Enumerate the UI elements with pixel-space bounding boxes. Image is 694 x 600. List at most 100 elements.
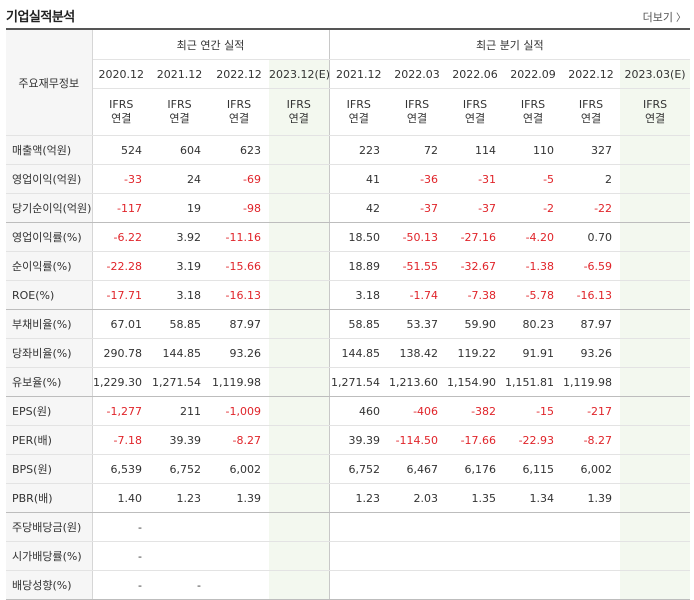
table-cell: -15.66 xyxy=(209,251,269,281)
table-cell: -406 xyxy=(388,396,447,426)
table-cell: -50.13 xyxy=(388,222,447,252)
table-cell: -1.74 xyxy=(388,280,447,310)
table-cell xyxy=(446,512,505,542)
table-cell: 327 xyxy=(562,135,621,165)
table-cell: -5 xyxy=(504,164,563,194)
table-cell xyxy=(620,367,691,397)
ifrs-label: IFRS xyxy=(578,98,604,111)
table-cell: 24 xyxy=(150,164,209,194)
table-cell: 144.85 xyxy=(150,338,209,368)
more-link[interactable]: 더보기 〉 xyxy=(643,9,686,25)
table-cell: -17.66 xyxy=(446,425,505,455)
table-cell: 18.89 xyxy=(329,251,389,281)
table-cell xyxy=(269,512,330,542)
financial-table: 주요재무정보 최근 연간 실적 최근 분기 실적 2020.12 2021.12 2… xyxy=(6,28,691,600)
table-cell xyxy=(150,512,209,542)
table-cell xyxy=(329,570,389,600)
row-label: 배당성향(%) xyxy=(6,570,93,600)
table-cell: -1.38 xyxy=(504,251,563,281)
period-header-estimate: 2023.12(E) xyxy=(269,59,330,89)
accounting-standard-label: IFRS 연결 xyxy=(562,88,621,136)
table-cell: 93.26 xyxy=(562,338,621,368)
period-header: 2021.12 xyxy=(150,59,209,89)
table-cell: 93.26 xyxy=(209,338,269,368)
table-cell: 1.39 xyxy=(209,483,269,513)
table-cell: - xyxy=(92,512,150,542)
table-cell: -7.38 xyxy=(446,280,505,310)
table-cell: 223 xyxy=(329,135,389,165)
table-cell xyxy=(269,135,330,165)
table-cell xyxy=(620,222,691,252)
table-cell: 53.37 xyxy=(388,309,447,339)
table-cell xyxy=(269,280,330,310)
table-row: 주당배당금(원) - xyxy=(6,512,691,542)
table-cell: 67.01 xyxy=(92,309,150,339)
table-cell xyxy=(620,541,691,571)
table-cell: 1.40 xyxy=(92,483,150,513)
table-cell: 1,119.98 xyxy=(562,367,621,397)
table-cell: 6,176 xyxy=(446,454,505,484)
table-cell xyxy=(269,570,330,600)
consolidated-label: 연결 xyxy=(348,112,369,125)
table-cell xyxy=(620,396,691,426)
table-cell: 1,229.30 xyxy=(92,367,150,397)
row-label: PBR(배) xyxy=(6,483,93,513)
table-cell: -16.13 xyxy=(562,280,621,310)
table-cell: -51.55 xyxy=(388,251,447,281)
row-label: 당기순이익(억원) xyxy=(6,193,93,223)
table-cell xyxy=(620,570,691,600)
table-cell xyxy=(620,135,691,165)
ifrs-label: IFRS xyxy=(109,98,134,111)
table-cell xyxy=(150,541,209,571)
quarter-group-header: 최근 분기 실적 xyxy=(329,28,691,60)
table-cell xyxy=(269,367,330,397)
table-cell: 110 xyxy=(504,135,563,165)
consolidated-label: 연결 xyxy=(522,112,544,125)
table-cell: 1,154.90 xyxy=(446,367,505,397)
table-cell xyxy=(562,570,621,600)
table-cell xyxy=(329,512,389,542)
accounting-standard-label: IFRS 연결 xyxy=(150,88,209,136)
table-cell: -16.13 xyxy=(209,280,269,310)
table-row: 배당성향(%) - - xyxy=(6,570,691,600)
table-cell xyxy=(209,512,269,542)
table-cell xyxy=(620,280,691,310)
table-cell: 144.85 xyxy=(329,338,389,368)
period-header: 2022.12 xyxy=(209,59,269,89)
table-cell: 6,539 xyxy=(92,454,150,484)
row-label: ROE(%) xyxy=(6,280,93,310)
table-cell: -27.16 xyxy=(446,222,505,252)
table-cell: 6,002 xyxy=(209,454,269,484)
table-cell: 1.23 xyxy=(150,483,209,513)
row-label: 부채비율(%) xyxy=(6,309,93,339)
table-cell: 80.23 xyxy=(504,309,563,339)
table-cell: 58.85 xyxy=(329,309,389,339)
table-cell xyxy=(269,483,330,513)
table-cell xyxy=(620,425,691,455)
table-cell: -22.28 xyxy=(92,251,150,281)
table-cell: 2.03 xyxy=(388,483,447,513)
ifrs-label: IFRS xyxy=(226,98,252,111)
table-cell: -1,009 xyxy=(209,396,269,426)
table-row: 매출액(억원) 524 604 623 223 72 114 110 327 xyxy=(6,135,691,165)
ifrs-label: IFRS xyxy=(404,98,430,111)
table-row: 부채비율(%) 67.01 58.85 87.97 58.85 53.37 59.90 80.… xyxy=(6,309,691,339)
table-cell: -4.20 xyxy=(504,222,563,252)
table-cell xyxy=(269,222,330,252)
table-row: PBR(배) 1.40 1.23 1.39 1.23 2.03 1.35 1.34 1.39 xyxy=(6,483,691,513)
table-cell: 1.23 xyxy=(329,483,389,513)
label-header: 주요재무정보 xyxy=(6,28,93,136)
table-cell: 1.34 xyxy=(504,483,563,513)
period-header: 2022.06 xyxy=(446,59,505,89)
widget-title: 기업실적분석 xyxy=(6,10,75,25)
table-row: 유보율(%) 1,229.30 1,271.54 1,119.98 1,271.54 1,… xyxy=(6,367,691,397)
table-cell: 1,271.54 xyxy=(150,367,209,397)
table-row: 영업이익(억원) -33 24 -69 41 -36 -31 -5 2 xyxy=(6,164,691,194)
table-cell xyxy=(388,512,447,542)
table-cell: 3.92 xyxy=(150,222,209,252)
table-cell: -31 xyxy=(446,164,505,194)
table-row: BPS(원) 6,539 6,752 6,002 6,752 6,467 6,176 6,11… xyxy=(6,454,691,484)
accounting-standard-label: IFRS 연결 xyxy=(504,88,563,136)
table-cell: 1,213.60 xyxy=(388,367,447,397)
